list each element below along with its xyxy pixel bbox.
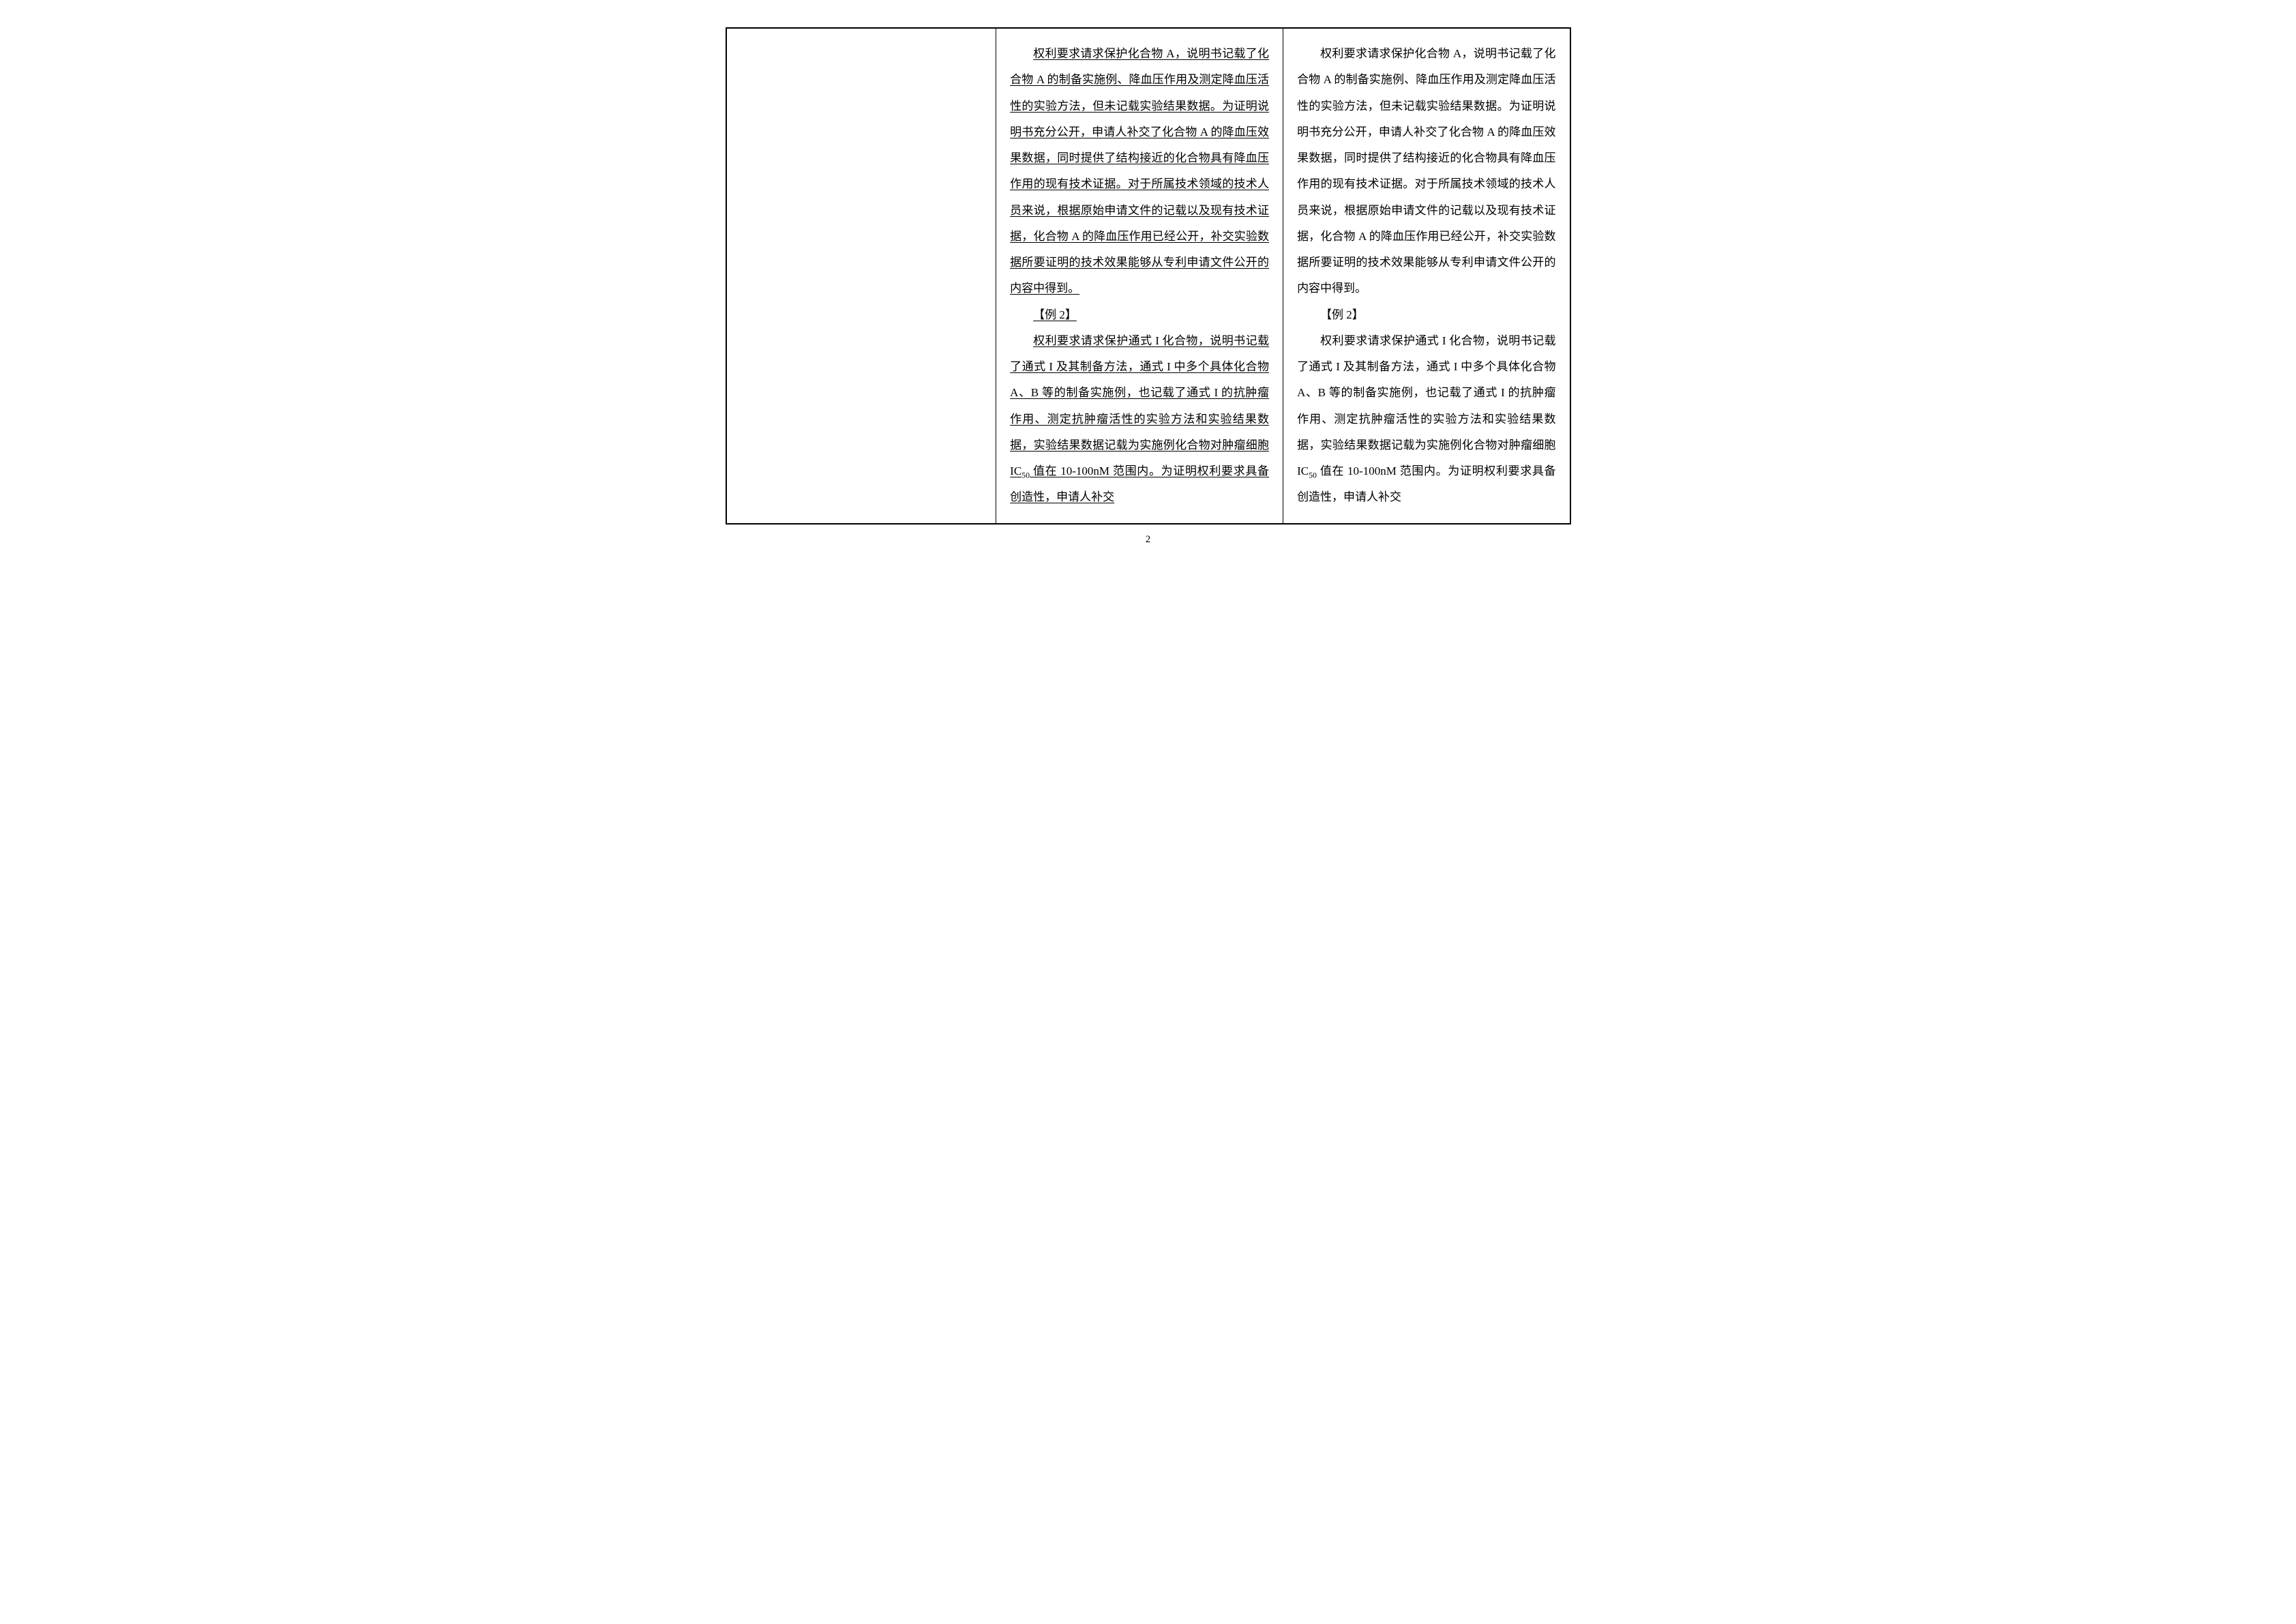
underlined-text: 【例 2】 (1033, 308, 1077, 321)
subscript: 50 (1309, 470, 1317, 479)
middle-cell-content: 权利要求请求保护化合物 A，说明书记载了化合物 A 的制备实施例、降血压作用及测… (996, 29, 1283, 523)
comparison-table: 权利要求请求保护化合物 A，说明书记载了化合物 A 的制备实施例、降血压作用及测… (726, 27, 1571, 525)
page-number: 2 (726, 534, 1571, 546)
right-cell-content: 权利要求请求保护化合物 A，说明书记载了化合物 A 的制备实施例、降血压作用及测… (1283, 29, 1569, 523)
underlined-text: 权利要求请求保护化合物 A，说明书记载了化合物 A 的制备实施例、降血压作用及测… (1010, 47, 1269, 295)
column-left (726, 28, 996, 524)
example-heading: 【例 2】 (1010, 302, 1269, 328)
left-cell-content (727, 29, 996, 53)
column-right: 权利要求请求保护化合物 A，说明书记载了化合物 A 的制备实施例、降血压作用及测… (1283, 28, 1570, 524)
example-heading: 【例 2】 (1297, 302, 1555, 328)
column-middle: 权利要求请求保护化合物 A，说明书记载了化合物 A 的制备实施例、降血压作用及测… (996, 28, 1283, 524)
body-paragraph: 权利要求请求保护通式 I 化合物，说明书记载了通式 I 及其制备方法，通式 I … (1010, 328, 1269, 511)
page-container: 权利要求请求保护化合物 A，说明书记载了化合物 A 的制备实施例、降血压作用及测… (726, 27, 1571, 546)
subscript: 50 (1022, 470, 1030, 479)
table-row: 权利要求请求保护化合物 A，说明书记载了化合物 A 的制备实施例、降血压作用及测… (726, 28, 1570, 524)
body-paragraph: 权利要求请求保护化合物 A，说明书记载了化合物 A 的制备实施例、降血压作用及测… (1010, 41, 1269, 302)
body-paragraph: 权利要求请求保护通式 I 化合物，说明书记载了通式 I 及其制备方法，通式 I … (1297, 328, 1555, 511)
body-paragraph: 权利要求请求保护化合物 A，说明书记载了化合物 A 的制备实施例、降血压作用及测… (1297, 41, 1555, 302)
underlined-text: 权利要求请求保护通式 I 化合物，说明书记载了通式 I 及其制备方法，通式 I … (1010, 334, 1269, 504)
